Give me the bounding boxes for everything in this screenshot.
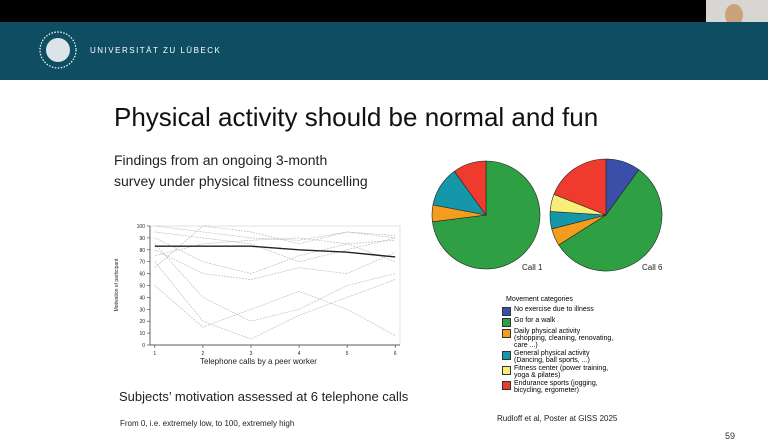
institution: UNIVERSITÄT ZU LÜBECK (90, 46, 222, 55)
x-tick-label: 1 (153, 351, 156, 357)
pie-label: Call 1 (522, 263, 543, 272)
y-tick-label: 80 (139, 248, 145, 254)
subtitle: Findings from an ongoing 3-month (114, 152, 328, 168)
series-line (154, 245, 396, 258)
citation: Rudloff et al, Poster at GISS 2025 (497, 414, 618, 423)
y-tick-label: 100 (137, 224, 146, 230)
legend-swatch (502, 307, 511, 316)
x-axis-label: Telephone calls by a peer worker (200, 357, 317, 366)
line-chart: Telephone calls by a peer worker Motivat… (114, 224, 401, 366)
page-number: 59 (725, 431, 736, 441)
legend-item: General physical activity (Dancing, ball… (502, 350, 614, 364)
legend-item: No exercise due to illness (502, 306, 614, 316)
pie-label: Call 6 (642, 263, 663, 272)
series-line (154, 225, 396, 268)
x-tick-label: 3 (250, 351, 253, 357)
legend-title: Movement categories (506, 296, 573, 303)
legend-swatch (502, 329, 511, 338)
legend-item: Endurance sports (jogging, bicycling, er… (502, 380, 614, 394)
y-tick-label: 60 (139, 272, 145, 278)
x-tick-label: 6 (394, 351, 397, 357)
pie-slice (453, 160, 487, 216)
y-axis-label: Motivation of participant (114, 258, 120, 311)
pie-slice (558, 169, 663, 272)
slide-title: Physical activity should be normal and f… (114, 102, 599, 132)
note: From 0, i.e. extremely low, to 100, extr… (120, 419, 295, 428)
legend-text: Daily physical activity (shopping, clean… (514, 328, 614, 349)
series-line (154, 285, 396, 336)
y-tick-label: 40 (139, 295, 145, 301)
series-line (154, 243, 396, 322)
legend-swatch (502, 381, 511, 390)
x-tick-label: 2 (201, 351, 204, 357)
legend-item: Fitness center (power training, yoga & p… (502, 365, 614, 379)
subtitle: survey under physical fitness councellin… (114, 173, 368, 189)
y-tick-label: 0 (142, 343, 145, 349)
series-line (154, 237, 396, 262)
x-tick-label: 5 (346, 351, 349, 357)
y-tick-label: 30 (139, 307, 145, 313)
series-line (154, 249, 396, 280)
pie-slice (553, 158, 607, 216)
legend-text: General physical activity (Dancing, ball… (514, 350, 590, 364)
header-band (0, 22, 768, 80)
legend-swatch (502, 366, 511, 375)
y-tick-label: 20 (139, 319, 145, 325)
legend-text: Endurance sports (jogging, bicycling, er… (514, 380, 598, 394)
x-tick-label: 4 (298, 351, 301, 357)
y-tick-label: 90 (139, 236, 145, 242)
pie-charts: Call 1 Call 6 (431, 158, 663, 272)
top-bar (0, 0, 768, 22)
legend-text: Go for a walk (514, 317, 556, 324)
y-tick-label: 10 (139, 331, 145, 337)
legend-text: No exercise due to illness (514, 306, 594, 313)
legend: Movement categories No exercise due to i… (502, 296, 614, 395)
y-tick-label: 70 (139, 260, 145, 266)
legend-item: Daily physical activity (shopping, clean… (502, 328, 614, 349)
series-line (154, 261, 396, 340)
y-tick-label: 50 (139, 284, 145, 290)
series-line (154, 231, 396, 263)
legend-item: Go for a walk (502, 317, 614, 327)
legend-text: Fitness center (power training, yoga & p… (514, 365, 609, 379)
logo (39, 31, 77, 69)
legend-swatch (502, 351, 511, 360)
caption: Subjects’ motivation assessed at 6 telep… (119, 389, 409, 404)
legend-swatch (502, 318, 511, 327)
